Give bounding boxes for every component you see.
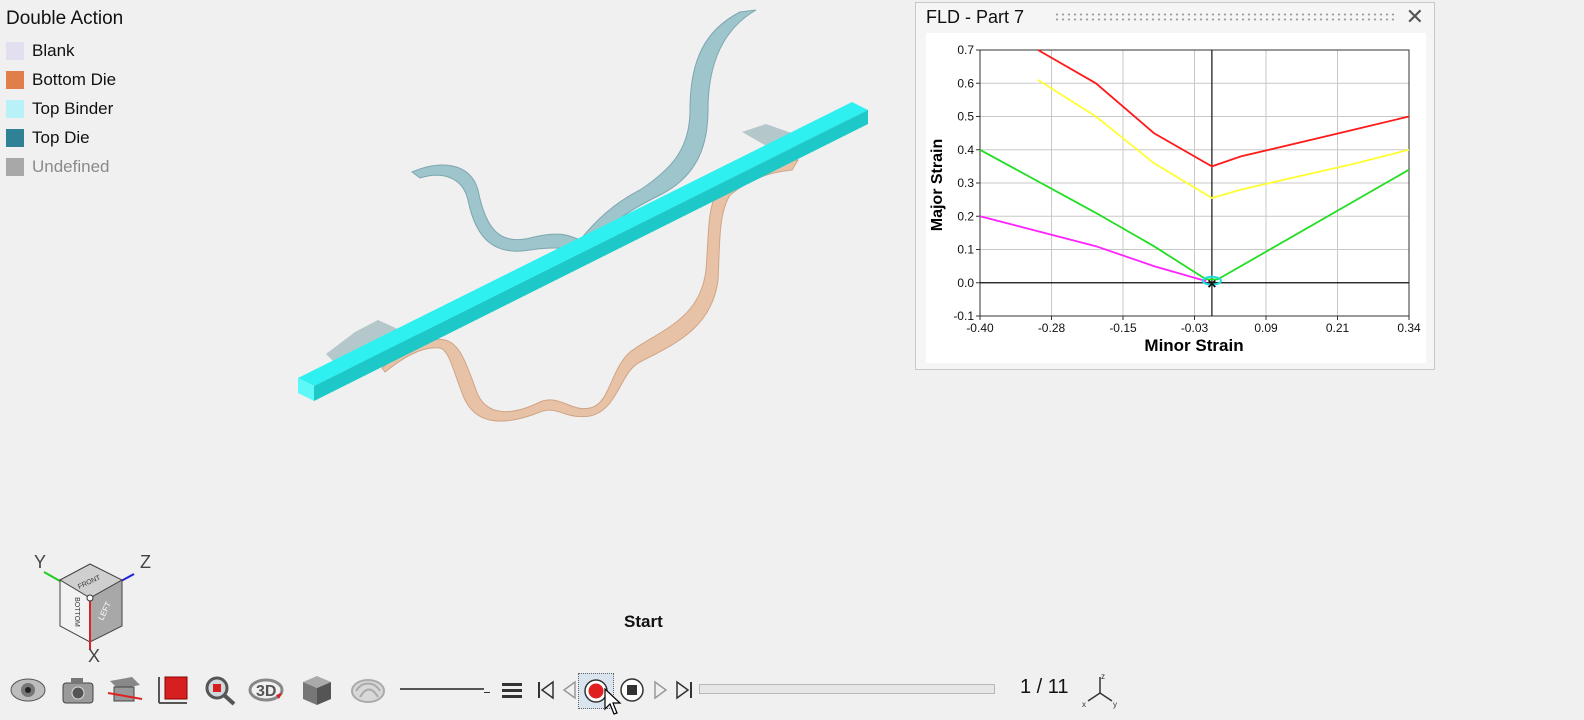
legend-swatch (6, 157, 24, 176)
speed-slider[interactable] (400, 688, 490, 693)
fld-chart: × -0.40 -0.28 -0.15 -0.03 0.09 0.21 0.34 0.7 0.6… (926, 33, 1426, 363)
x-tick-label: -0.15 (1109, 321, 1137, 335)
zoom-icon[interactable] (200, 670, 240, 710)
mouse-cursor-icon (604, 688, 622, 715)
legend-swatch (6, 70, 24, 89)
shade-icon[interactable] (152, 670, 192, 710)
fld-panel-title: FLD - Part 7 (926, 7, 1025, 27)
stop-icon[interactable] (612, 670, 652, 710)
chart-background (926, 33, 1426, 363)
fld-curve-2 (1037, 79, 1410, 199)
drag-handle-icon[interactable] (1054, 12, 1394, 22)
origin-marker: × (1207, 276, 1216, 293)
camera-icon[interactable] (58, 670, 98, 710)
y-tick-label: 0.6 (957, 76, 974, 90)
legend-swatch (6, 99, 24, 118)
triad-x-label: x (1082, 700, 1086, 709)
y-tick-label: 0.0 (957, 276, 974, 290)
part-legend: Double Action Blank Bottom Die Top Binde… (6, 8, 123, 181)
y-tick-label: 0.5 (957, 110, 974, 124)
fld-panel-header[interactable]: FLD - Part 7 ✕ (916, 3, 1434, 31)
z-axis-label: Z (140, 552, 151, 572)
y-tick-label: 0.7 (957, 43, 974, 57)
cube-bottom-label: BOTTOM (73, 597, 80, 627)
legend-label: Top Binder (32, 98, 114, 118)
mesh-icon[interactable] (348, 670, 388, 710)
svg-text:3D: 3D (256, 683, 276, 700)
animation-state-label: Start (624, 612, 663, 631)
triad-y-label: y (1113, 700, 1117, 709)
legend-item-blank[interactable]: Blank (6, 36, 123, 65)
legend-label: Bottom Die (32, 69, 117, 89)
close-icon[interactable]: ✕ (1405, 4, 1424, 29)
y-tick-label: 0.2 (957, 209, 974, 223)
prev-frame-icon[interactable] (550, 670, 590, 710)
x-tick-label: 0.34 (1397, 321, 1421, 335)
view-cube[interactable]: FRONT BOTTOM LEFT Y Z X (30, 550, 170, 666)
legend-label: Top Die (32, 127, 90, 147)
eye-icon[interactable] (8, 670, 48, 710)
bottom-toolbar: 3D 1 / 11 z x y (0, 666, 1584, 716)
y-tick-label: -0.1 (953, 309, 974, 323)
legend-title: Double Action (6, 8, 124, 29)
cube-origin (86, 594, 94, 602)
top-die-curve (411, 9, 757, 252)
x-tick-label: -0.28 (1038, 321, 1066, 335)
triad-z-label: z (1101, 672, 1105, 681)
fld-curve-1 (1037, 49, 1410, 168)
x-axis-label: Minor Strain (1144, 336, 1243, 355)
legend-item-top-die[interactable]: Top Die (6, 123, 123, 152)
legend-item-bottom-die[interactable]: Bottom Die (6, 65, 123, 94)
animation-timeline[interactable] (699, 684, 995, 694)
triad-icon: z x y (1080, 670, 1120, 710)
frame-counter: 1 / 11 (1020, 676, 1069, 698)
legend-swatch (6, 41, 24, 60)
bottom-die-curve (381, 159, 799, 422)
menu-icon[interactable] (492, 670, 532, 710)
y-tick-label: 0.3 (957, 176, 974, 190)
x-tick-label: -0.40 (966, 321, 994, 335)
fld-curve-3 (979, 149, 1410, 281)
y-axis-label: Major Strain (929, 139, 946, 231)
legend-item-undefined[interactable]: Undefined (6, 152, 123, 181)
solid-box-icon[interactable] (296, 670, 336, 710)
next-frame-icon[interactable] (640, 670, 680, 710)
fld-panel[interactable]: FLD - Part 7 ✕ × -0.40 -0.28 -0.15 -0.03 0.0… (915, 2, 1435, 370)
blank-beam (298, 102, 868, 401)
x-tick-label: 0.21 (1326, 321, 1350, 335)
strain-points-cluster (1201, 275, 1222, 286)
y-axis-label: Y (34, 552, 46, 572)
section-icon[interactable] (104, 670, 144, 710)
y-tick-label: 0.1 (957, 243, 974, 257)
legend-swatch (6, 128, 24, 147)
x-tick-label: 0.09 (1254, 321, 1278, 335)
last-frame-icon[interactable] (664, 670, 704, 710)
x-axis-label: X (88, 646, 100, 666)
legend-label: Undefined (32, 156, 110, 176)
rotate-3d-icon[interactable]: 3D (246, 670, 286, 710)
legend-item-top-binder[interactable]: Top Binder (6, 94, 123, 123)
fld-curve-4 (979, 215, 1207, 282)
y-tick-label: 0.4 (957, 143, 974, 157)
legend-label: Blank (32, 40, 75, 60)
first-frame-icon[interactable] (526, 670, 566, 710)
x-tick-label: -0.03 (1181, 321, 1209, 335)
